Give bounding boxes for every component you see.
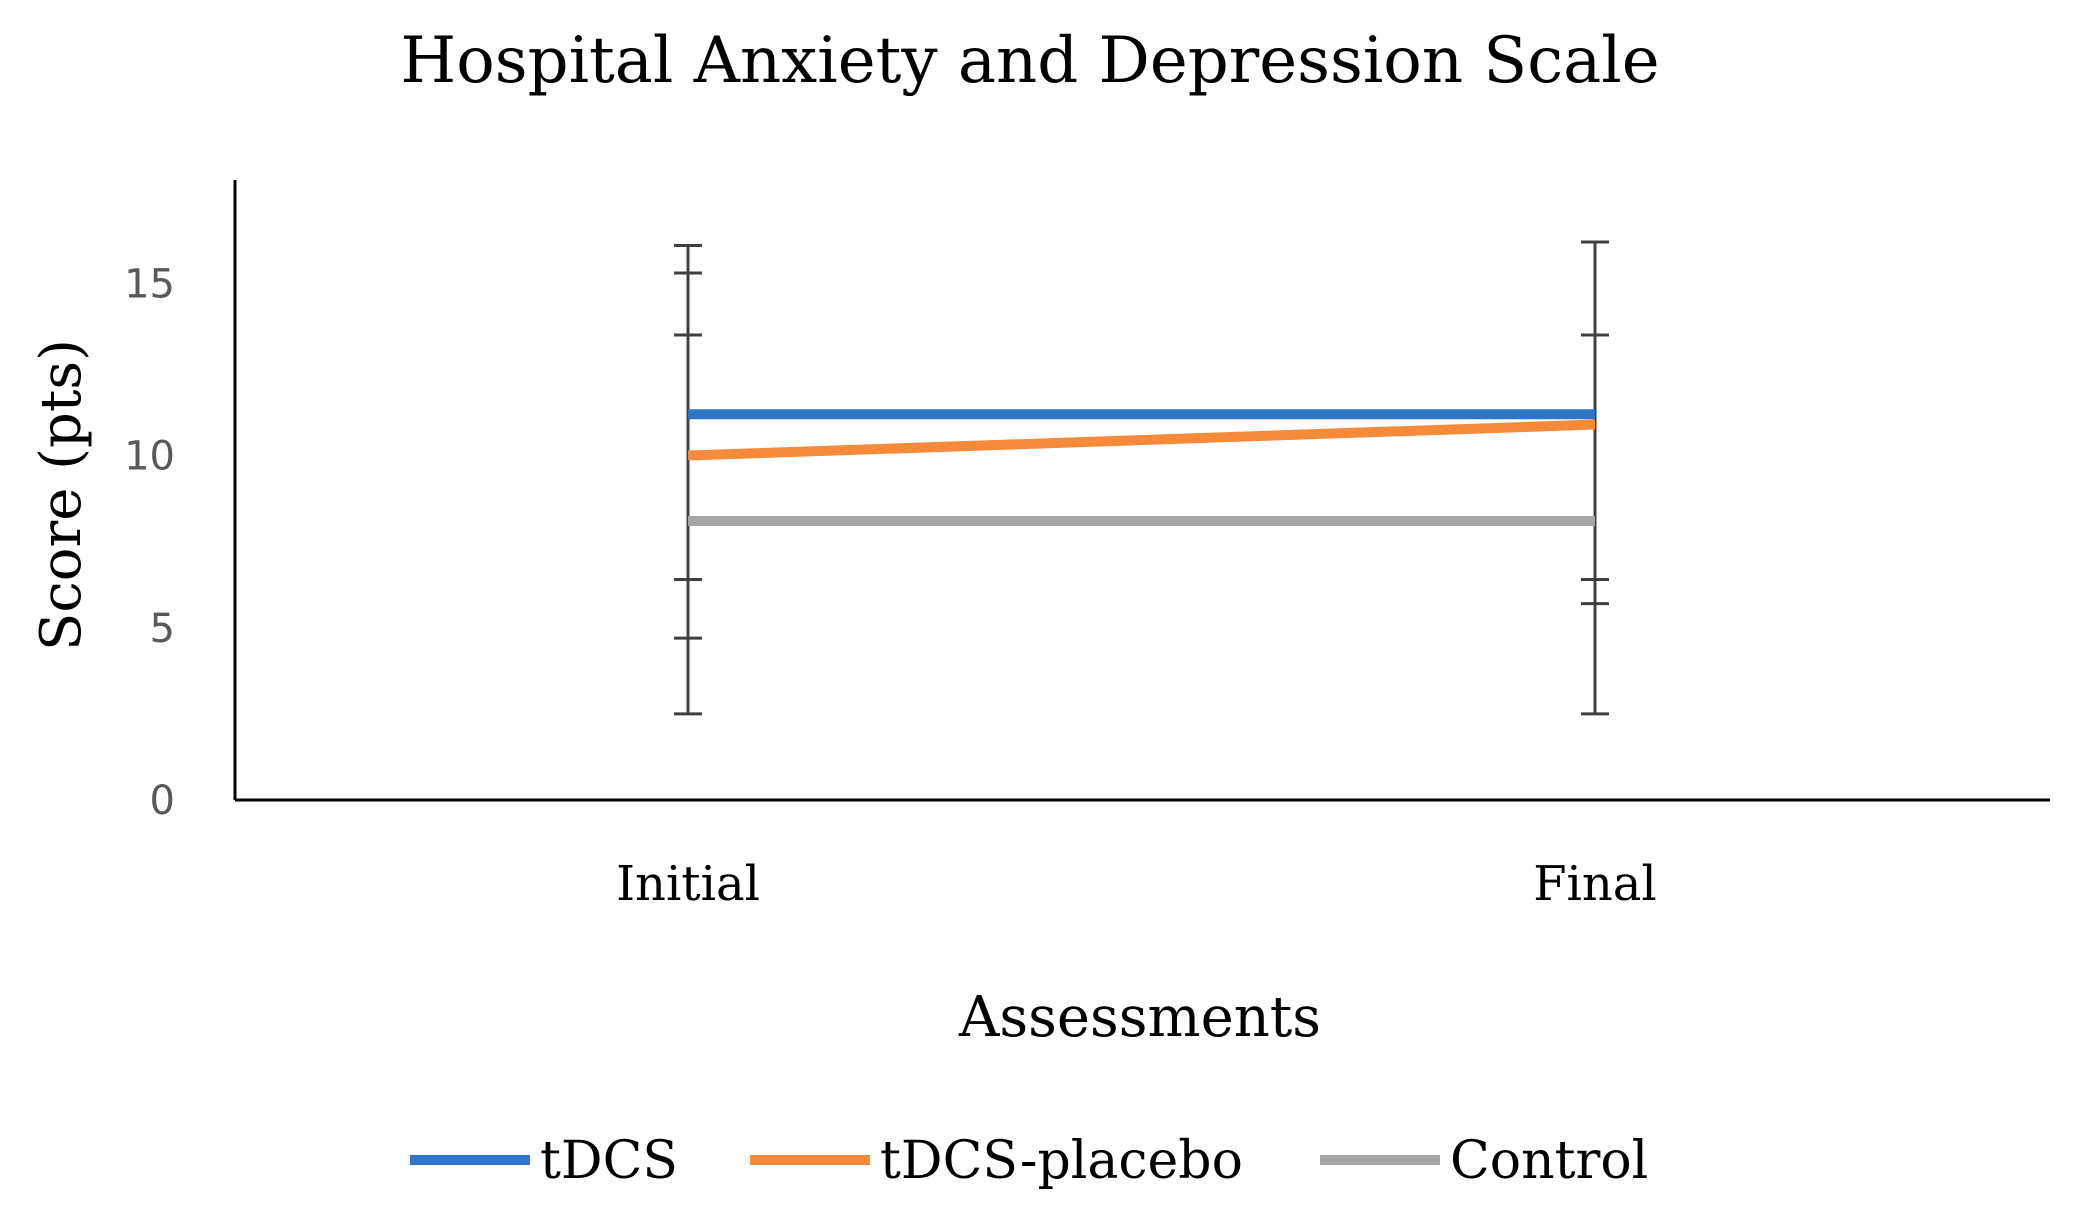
y-tick-label: 15 bbox=[124, 261, 175, 307]
x-tick-label: Final bbox=[1533, 856, 1657, 912]
legend-label-control: Control bbox=[1450, 1131, 1648, 1191]
y-axis-title: Score (pts) bbox=[29, 339, 94, 651]
x-tick-label: Initial bbox=[616, 856, 760, 912]
legend-label-tdcs: tDCS bbox=[540, 1131, 678, 1191]
legend: tDCS tDCS-placebo Control bbox=[410, 1131, 1648, 1191]
x-axis-title: Assessments bbox=[958, 985, 1321, 1050]
series-line-tdcs-placebo bbox=[687, 419, 1596, 461]
y-tick-label: 10 bbox=[124, 434, 175, 480]
chart-title: Hospital Anxiety and Depression Scale bbox=[400, 24, 1659, 98]
y-tick-label: 0 bbox=[150, 778, 175, 824]
y-tick-label: 5 bbox=[150, 606, 175, 652]
plot-area: 0 5 10 15 Initial Final bbox=[124, 180, 2050, 912]
legend-label-tdcs-placebo: tDCS-placebo bbox=[880, 1131, 1243, 1191]
